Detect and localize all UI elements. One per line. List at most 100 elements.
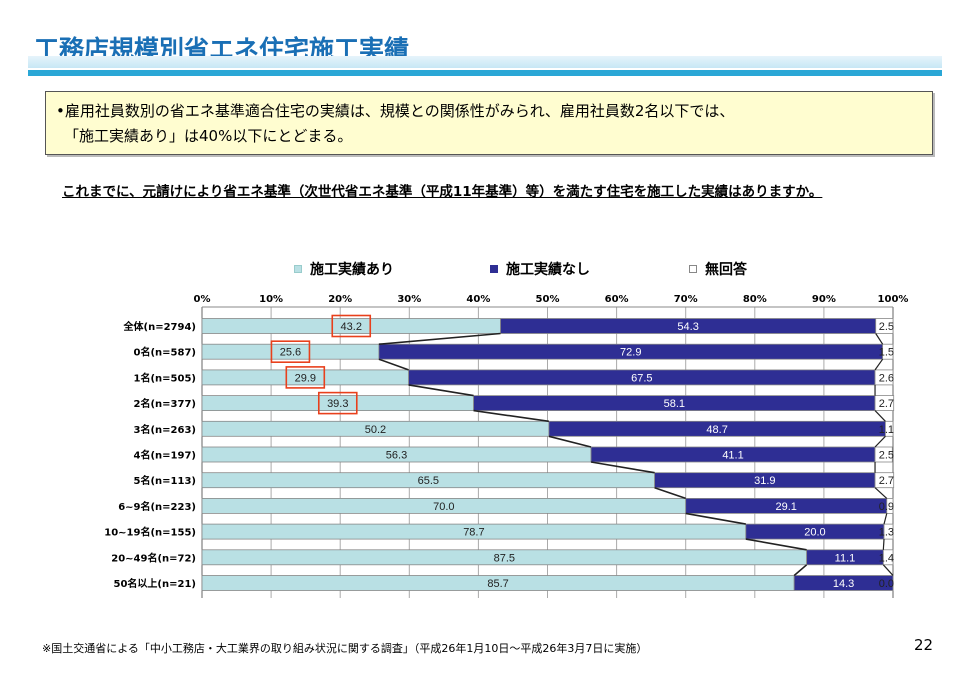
series-connector-line bbox=[548, 435, 592, 448]
series-connector-line bbox=[882, 539, 885, 550]
x-tick-label: 20% bbox=[328, 294, 352, 305]
category-label: 5名(n=113) bbox=[134, 474, 196, 487]
data-label-no: 54.3 bbox=[677, 321, 698, 333]
data-label-na: 2.7 bbox=[879, 398, 894, 410]
series-connector-line bbox=[473, 409, 549, 423]
legend-swatch-na bbox=[689, 265, 697, 273]
category-label: 10~19名(n=155) bbox=[104, 526, 196, 539]
data-label-na: 1.1 bbox=[879, 424, 894, 436]
data-label-na: 2.6 bbox=[879, 372, 894, 384]
bar-segment-no bbox=[793, 575, 894, 591]
highlight-box bbox=[285, 366, 326, 389]
x-tick-label: 60% bbox=[605, 294, 629, 305]
bar-segment-na bbox=[884, 420, 894, 437]
x-tick-label: 40% bbox=[466, 294, 490, 305]
data-label-yes: 29.9 bbox=[295, 372, 316, 384]
legend-item-no: 施工実績なし bbox=[490, 259, 590, 279]
legend-item-na: 無回答 bbox=[689, 259, 747, 279]
data-label-no: 67.5 bbox=[631, 372, 652, 384]
summary-box: •雇用社員数別の省エネ基準適合住宅の実績は、規模との関係性がみられ、雇用社員数2… bbox=[45, 91, 933, 155]
x-tick-label: 30% bbox=[397, 294, 421, 305]
series-connector-line bbox=[882, 564, 894, 576]
x-tick-label: 50% bbox=[536, 294, 560, 305]
series-connector-line bbox=[378, 332, 501, 345]
title-band bbox=[28, 56, 942, 68]
data-label-na: 2.7 bbox=[879, 475, 894, 487]
x-tick-label: 80% bbox=[743, 294, 767, 305]
page-number: 22 bbox=[914, 636, 934, 654]
bar-segment-na bbox=[874, 369, 894, 386]
data-label-na: 0.0 bbox=[879, 578, 894, 590]
category-label: 3名(n=263) bbox=[134, 423, 196, 436]
data-label-no: 20.0 bbox=[804, 527, 825, 539]
bar-segment-na bbox=[874, 472, 895, 489]
survey-question: これまでに、元請けにより省エネ基準（次世代省エネ基準（平成11年基準）等）を満た… bbox=[62, 184, 823, 200]
summary-line-1: •雇用社員数別の省エネ基準適合住宅の実績は、規模との関係性がみられ、雇用社員数2… bbox=[56, 102, 735, 120]
category-label: 6~9名(n=223) bbox=[118, 500, 196, 513]
chart-legend: 施工実績あり 施工実績なし 無回答 bbox=[294, 259, 754, 279]
data-label-yes: 43.2 bbox=[341, 321, 362, 333]
data-label-no: 14.3 bbox=[833, 578, 854, 590]
x-tick-label: 10% bbox=[259, 294, 283, 305]
bar-segment-na bbox=[882, 343, 894, 360]
legend-label-no: 施工実績なし bbox=[506, 262, 590, 278]
category-label: 2名(n=377) bbox=[134, 397, 196, 410]
data-label-yes: 87.5 bbox=[494, 552, 515, 564]
data-label-no: 58.1 bbox=[664, 398, 685, 410]
category-label: 4名(n=197) bbox=[134, 449, 196, 462]
bar-segment-na bbox=[886, 497, 894, 514]
highlight-box bbox=[317, 391, 358, 415]
series-connector-line bbox=[590, 461, 655, 474]
series-connector-line bbox=[408, 384, 474, 397]
data-label-na: 0.9 bbox=[879, 501, 894, 513]
data-label-na: 2.5 bbox=[879, 450, 894, 462]
summary-line-2: 「施工実績あり」は40%以下にとどまる。 bbox=[64, 127, 353, 145]
x-tick-label: 100% bbox=[878, 294, 909, 305]
x-tick-label: 90% bbox=[812, 294, 836, 305]
x-tick-label: 0% bbox=[194, 294, 211, 305]
data-label-yes: 25.6 bbox=[280, 347, 301, 359]
data-label-no: 41.1 bbox=[722, 450, 743, 462]
series-connector-line bbox=[874, 487, 888, 499]
bar-segment-na bbox=[874, 446, 893, 463]
legend-label-yes: 施工実績あり bbox=[310, 262, 394, 278]
series-connector-line bbox=[874, 435, 886, 448]
series-connector-line bbox=[874, 410, 886, 422]
source-footnote: ※国土交通省による「中小工務店・大工業界の取り組み状況に関する調査」（平成26年… bbox=[42, 642, 648, 655]
data-label-yes: 78.7 bbox=[463, 527, 484, 539]
data-label-yes: 70.0 bbox=[433, 501, 454, 513]
highlight-box bbox=[270, 340, 311, 364]
x-tick-label: 70% bbox=[674, 294, 698, 305]
category-label: 20~49名(n=72) bbox=[111, 551, 196, 564]
bar-segment-na bbox=[883, 523, 894, 540]
category-label: 全体(n=2794) bbox=[123, 320, 196, 333]
series-connector-line bbox=[793, 564, 808, 577]
data-label-yes: 50.2 bbox=[365, 424, 386, 436]
data-label-yes: 56.3 bbox=[386, 450, 407, 462]
series-connector-line bbox=[875, 333, 884, 345]
data-label-no: 11.1 bbox=[835, 552, 856, 564]
title-underline bbox=[28, 70, 942, 76]
data-label-na: 1.5 bbox=[879, 347, 894, 359]
data-label-na: 2.5 bbox=[879, 321, 894, 333]
data-label-no: 72.9 bbox=[620, 347, 641, 359]
series-connector-line bbox=[685, 512, 746, 525]
series-connector-line bbox=[378, 358, 409, 371]
bar-segment-na bbox=[875, 318, 894, 334]
data-label-yes: 39.3 bbox=[327, 398, 348, 410]
series-connector-line bbox=[883, 513, 888, 525]
category-label: 1名(n=505) bbox=[134, 371, 196, 384]
data-label-na: 1.4 bbox=[879, 552, 894, 564]
data-label-no: 29.1 bbox=[776, 501, 797, 513]
legend-swatch-no bbox=[490, 265, 498, 273]
data-label-yes: 85.7 bbox=[487, 578, 508, 590]
data-label-no: 48.7 bbox=[706, 424, 727, 436]
legend-swatch-yes bbox=[294, 265, 302, 273]
series-connector-line bbox=[874, 358, 884, 371]
series-connector-line bbox=[654, 486, 686, 500]
bar-segment-na bbox=[874, 395, 895, 412]
data-label-no: 31.9 bbox=[754, 475, 775, 487]
legend-item-yes: 施工実績あり bbox=[294, 259, 394, 279]
legend-label-na: 無回答 bbox=[705, 262, 747, 278]
